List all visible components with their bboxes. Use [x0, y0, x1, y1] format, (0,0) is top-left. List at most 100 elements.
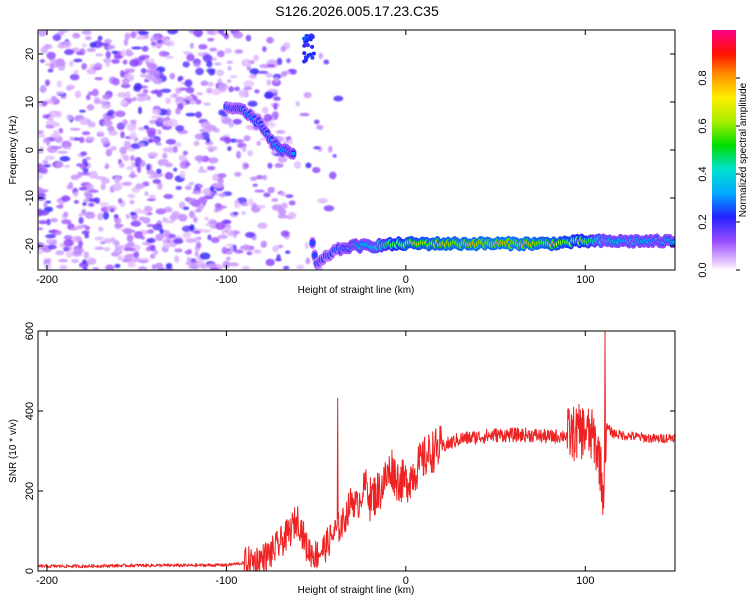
noise-blob	[38, 168, 47, 173]
noise-blob	[173, 237, 184, 245]
noise-blob	[103, 58, 112, 64]
noise-blob	[214, 202, 222, 209]
noise-blob	[58, 127, 64, 134]
noise-blob	[73, 191, 79, 197]
noise-blob	[100, 137, 110, 145]
noise-blob	[242, 244, 251, 251]
noise-blob	[129, 119, 137, 123]
noise-blob	[38, 133, 46, 138]
noise-blob	[66, 114, 73, 121]
noise-blob	[92, 67, 102, 71]
noise-blob	[184, 250, 192, 255]
noise-blob	[55, 60, 66, 68]
noise-blob	[150, 41, 157, 46]
noise-blob	[232, 31, 244, 39]
noise-blob	[224, 48, 232, 54]
noise-blob	[122, 181, 133, 186]
noise-blob	[106, 116, 111, 122]
noise-blob	[100, 241, 106, 245]
noise-blob	[55, 110, 62, 118]
noise-blob	[194, 208, 203, 213]
noise-blob	[129, 59, 140, 67]
noise-blob	[114, 222, 122, 230]
noise-blob	[193, 140, 200, 147]
noise-blob	[125, 90, 131, 99]
noise-blob	[63, 40, 72, 49]
noise-blob	[245, 231, 255, 238]
noise-blob	[87, 121, 96, 128]
noise-blob	[122, 78, 130, 86]
noise-blob	[252, 183, 258, 187]
ridge-fragment	[310, 55, 315, 60]
spectrogram-y-label: Frequency (Hz)	[8, 116, 19, 185]
noise-blob	[43, 201, 48, 208]
noise-blob	[122, 119, 128, 126]
noise-blob	[123, 38, 129, 46]
noise-blob	[226, 230, 235, 237]
chart-title: S126.2026.005.17.23.C35	[275, 3, 439, 19]
noise-blob	[149, 253, 156, 259]
noise-blob	[79, 136, 85, 144]
spectrogram-x-ticks: -200 -100 0 100	[36, 30, 594, 286]
noise-blob	[111, 58, 120, 64]
noise-blob	[94, 77, 103, 81]
ridge-fragment	[311, 51, 316, 56]
noise-blob	[106, 125, 115, 132]
spectrogram-noise	[38, 30, 344, 270]
noise-blob	[173, 167, 178, 172]
noise-blob	[154, 262, 164, 270]
colorbar-tick-label: 0.2	[697, 214, 709, 229]
noise-blob	[39, 210, 50, 216]
noise-blob	[185, 238, 196, 243]
noise-blob	[241, 211, 246, 215]
noise-blob	[39, 85, 47, 93]
noise-blob	[155, 208, 167, 215]
noise-blob	[111, 183, 123, 191]
noise-blob	[288, 200, 296, 206]
noise-blob	[113, 214, 119, 219]
noise-blob	[103, 237, 112, 244]
noise-blob	[125, 213, 131, 219]
ridge-core	[310, 241, 315, 245]
y-tick-label: 400	[24, 402, 36, 420]
noise-blob	[51, 145, 62, 150]
y-tick-label: 10	[24, 96, 36, 108]
noise-blob	[217, 82, 229, 91]
noise-blob	[105, 61, 110, 68]
snr-frame	[37, 330, 676, 572]
noise-blob	[72, 32, 81, 39]
noise-blob	[102, 94, 111, 100]
noise-blob	[38, 227, 44, 231]
noise-blob	[82, 259, 87, 265]
noise-blob	[45, 234, 56, 239]
noise-blob	[71, 236, 77, 242]
noise-blob	[60, 195, 71, 202]
noise-blob	[47, 115, 54, 121]
noise-blob	[208, 219, 217, 225]
noise-blob	[184, 185, 192, 191]
noise-blob	[66, 84, 76, 90]
snr-y-ticks: 0 200 400 600	[24, 322, 675, 574]
noise-blob	[256, 174, 264, 180]
noise-blob	[86, 47, 97, 53]
noise-blob	[137, 127, 145, 131]
noise-blob	[123, 247, 133, 251]
noise-blob	[80, 151, 88, 156]
noise-blob	[63, 164, 71, 169]
noise-blob	[141, 45, 149, 52]
noise-blob	[155, 142, 163, 146]
noise-blob	[266, 121, 276, 128]
noise-blob	[178, 154, 187, 162]
noise-blob	[162, 241, 171, 249]
spectrogram-ridge	[222, 33, 675, 270]
noise-blob	[253, 54, 259, 62]
noise-blob	[63, 238, 74, 247]
noise-blob	[38, 247, 43, 255]
ridge-fragment	[303, 39, 308, 44]
noise-blob	[38, 188, 49, 193]
noise-blob	[151, 108, 161, 115]
noise-blob	[207, 234, 212, 241]
noise-blob	[123, 155, 130, 162]
noise-blob	[69, 136, 75, 141]
noise-blob	[114, 110, 126, 118]
